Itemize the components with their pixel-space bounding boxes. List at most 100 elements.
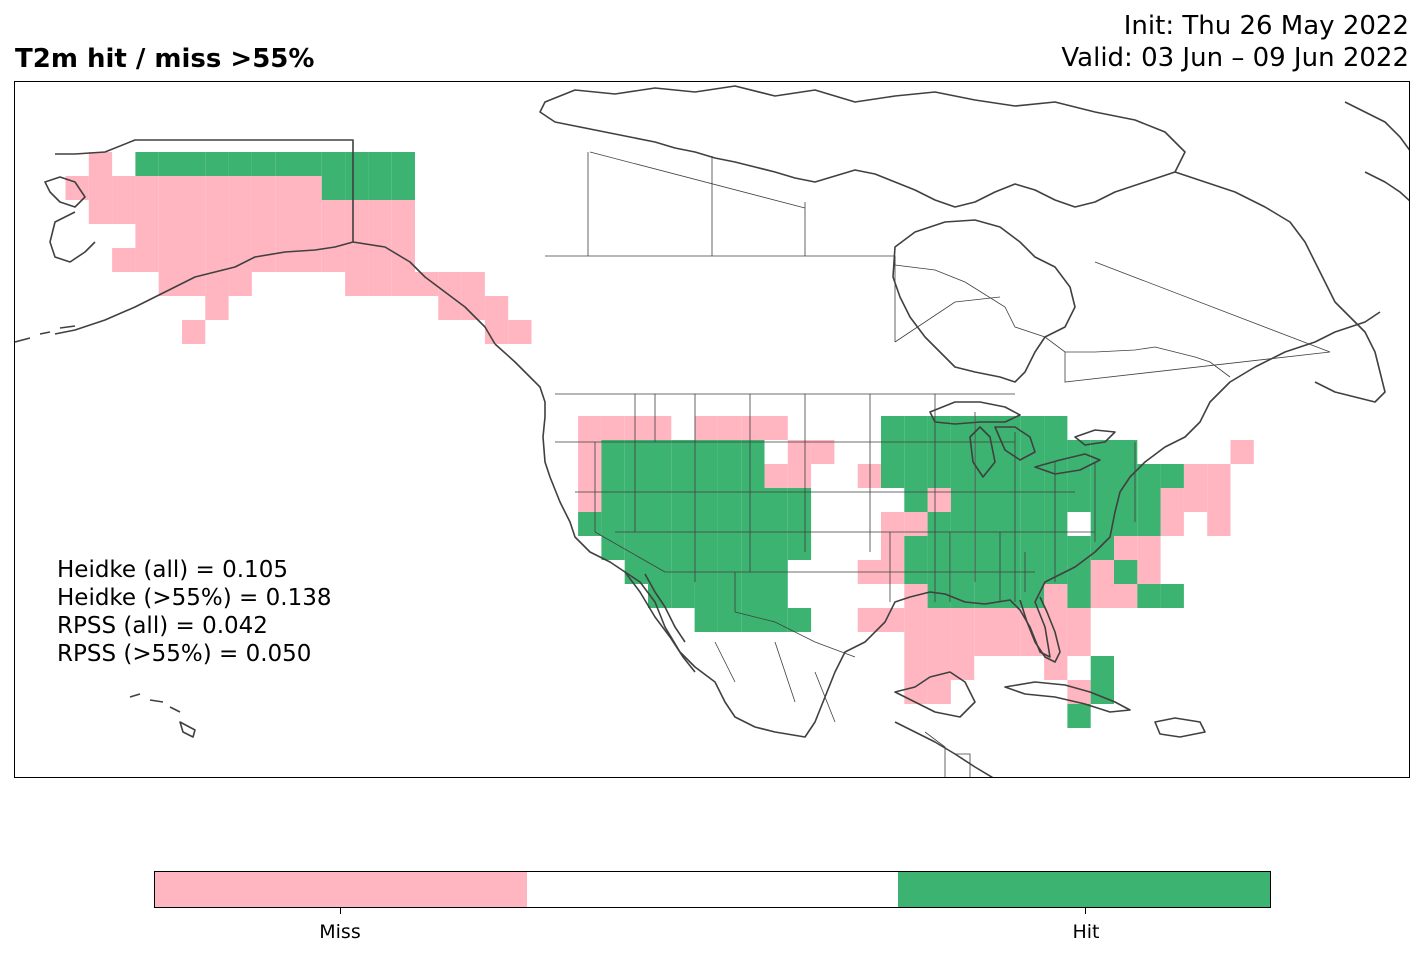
hit-cell <box>671 512 695 536</box>
miss-cell <box>438 296 462 320</box>
miss-cell <box>205 200 229 224</box>
hit-cell <box>717 536 742 560</box>
hit-cell <box>904 536 928 560</box>
miss-cell <box>368 200 392 224</box>
cuba <box>1004 681 1131 713</box>
hit-cell <box>1044 512 1068 536</box>
miss-cell <box>251 248 276 272</box>
hit-cell <box>694 584 718 608</box>
colorbar-hit-segment <box>898 872 1271 907</box>
aleutian-chain <box>15 325 76 343</box>
verification-scores: Heidke (all) = 0.105 Heidke (>55%) = 0.1… <box>57 556 331 668</box>
miss-cell <box>950 632 975 656</box>
hit-cell <box>391 152 415 176</box>
miss-cell <box>1160 488 1184 512</box>
hit-cell <box>624 464 648 488</box>
hit-cell <box>1090 512 1114 536</box>
miss-cell <box>205 224 229 248</box>
hit-cell <box>950 440 975 464</box>
miss-cell <box>228 224 252 248</box>
miss-cell <box>182 176 206 200</box>
florida-peninsula <box>1019 596 1061 663</box>
hit-cell <box>694 536 718 560</box>
hit-cell <box>1020 416 1045 440</box>
miss-cell <box>158 248 182 272</box>
hit-cell <box>1044 440 1068 464</box>
miss-cell <box>927 608 951 632</box>
hit-cell <box>694 512 718 536</box>
miss-cell <box>997 632 1021 656</box>
miss-cell <box>182 200 206 224</box>
miss-cell <box>1207 488 1231 512</box>
us-canada-border <box>352 140 1231 378</box>
colorbar-label-miss: Miss <box>319 921 361 943</box>
hit-cell <box>1090 536 1114 560</box>
miss-cell <box>881 512 905 536</box>
hit-cell <box>997 512 1021 536</box>
hit-cell <box>345 176 369 200</box>
hispaniola <box>1154 717 1206 738</box>
miss-cell <box>158 224 182 248</box>
miss-cell <box>228 200 252 224</box>
miss-cell <box>368 224 392 248</box>
hit-cell <box>1160 464 1184 488</box>
arctic-islands <box>539 85 1186 208</box>
miss-cell <box>950 608 975 632</box>
hit-cell <box>345 152 369 176</box>
hit-cell <box>1114 440 1138 464</box>
miss-cell <box>927 488 951 512</box>
hit-cell <box>1020 584 1045 608</box>
miss-cell <box>88 152 113 176</box>
map-title: T2m hit / miss >55% <box>15 44 315 74</box>
miss-cell <box>158 176 182 200</box>
miss-cell <box>158 200 182 224</box>
hit-cell <box>648 488 672 512</box>
hit-cell <box>741 512 765 536</box>
hit-cell <box>1067 704 1091 728</box>
map-canvas <box>15 85 1409 777</box>
miss-cell <box>321 224 346 248</box>
miss-cell <box>904 632 928 656</box>
miss-cell <box>298 224 322 248</box>
miss-cell <box>1067 680 1091 704</box>
heidke-all: Heidke (all) = 0.105 <box>57 557 288 583</box>
pacific-coast <box>494 311 1381 738</box>
miss-cell <box>764 464 788 488</box>
miss-cell <box>787 440 812 464</box>
miss-cell <box>694 416 718 440</box>
miss-cell <box>275 248 299 272</box>
hit-cell <box>927 536 951 560</box>
colorbar-neutral-segment <box>526 872 899 907</box>
hit-cell <box>904 464 928 488</box>
miss-cell <box>904 512 928 536</box>
miss-cell <box>1044 608 1068 632</box>
miss-cell <box>578 488 602 512</box>
miss-cell <box>1020 632 1045 656</box>
hit-cell <box>1137 584 1161 608</box>
hawaii <box>129 693 196 738</box>
hit-cell <box>694 440 718 464</box>
hit-cell <box>1044 416 1068 440</box>
hit-cell <box>974 536 998 560</box>
hit-cell <box>1114 464 1138 488</box>
hit-cell <box>182 152 206 176</box>
miss-cell <box>345 272 369 296</box>
miss-cell <box>1207 464 1231 488</box>
miss-cell <box>228 248 252 272</box>
miss-cell <box>1137 560 1161 584</box>
hit-cell <box>1090 464 1114 488</box>
hit-cell <box>787 512 812 536</box>
miss-cell <box>205 296 229 320</box>
hit-cell <box>1090 680 1114 704</box>
miss-cell <box>974 608 998 632</box>
miss-cell <box>881 608 905 632</box>
hit-cell <box>904 440 928 464</box>
miss-cell <box>578 464 602 488</box>
miss-cell <box>368 248 392 272</box>
hit-cell <box>671 440 695 464</box>
miss-cell <box>764 416 788 440</box>
hit-cell <box>950 512 975 536</box>
hit-cell <box>601 536 625 560</box>
miss-cell <box>1183 488 1208 512</box>
miss-cell <box>1207 512 1231 536</box>
